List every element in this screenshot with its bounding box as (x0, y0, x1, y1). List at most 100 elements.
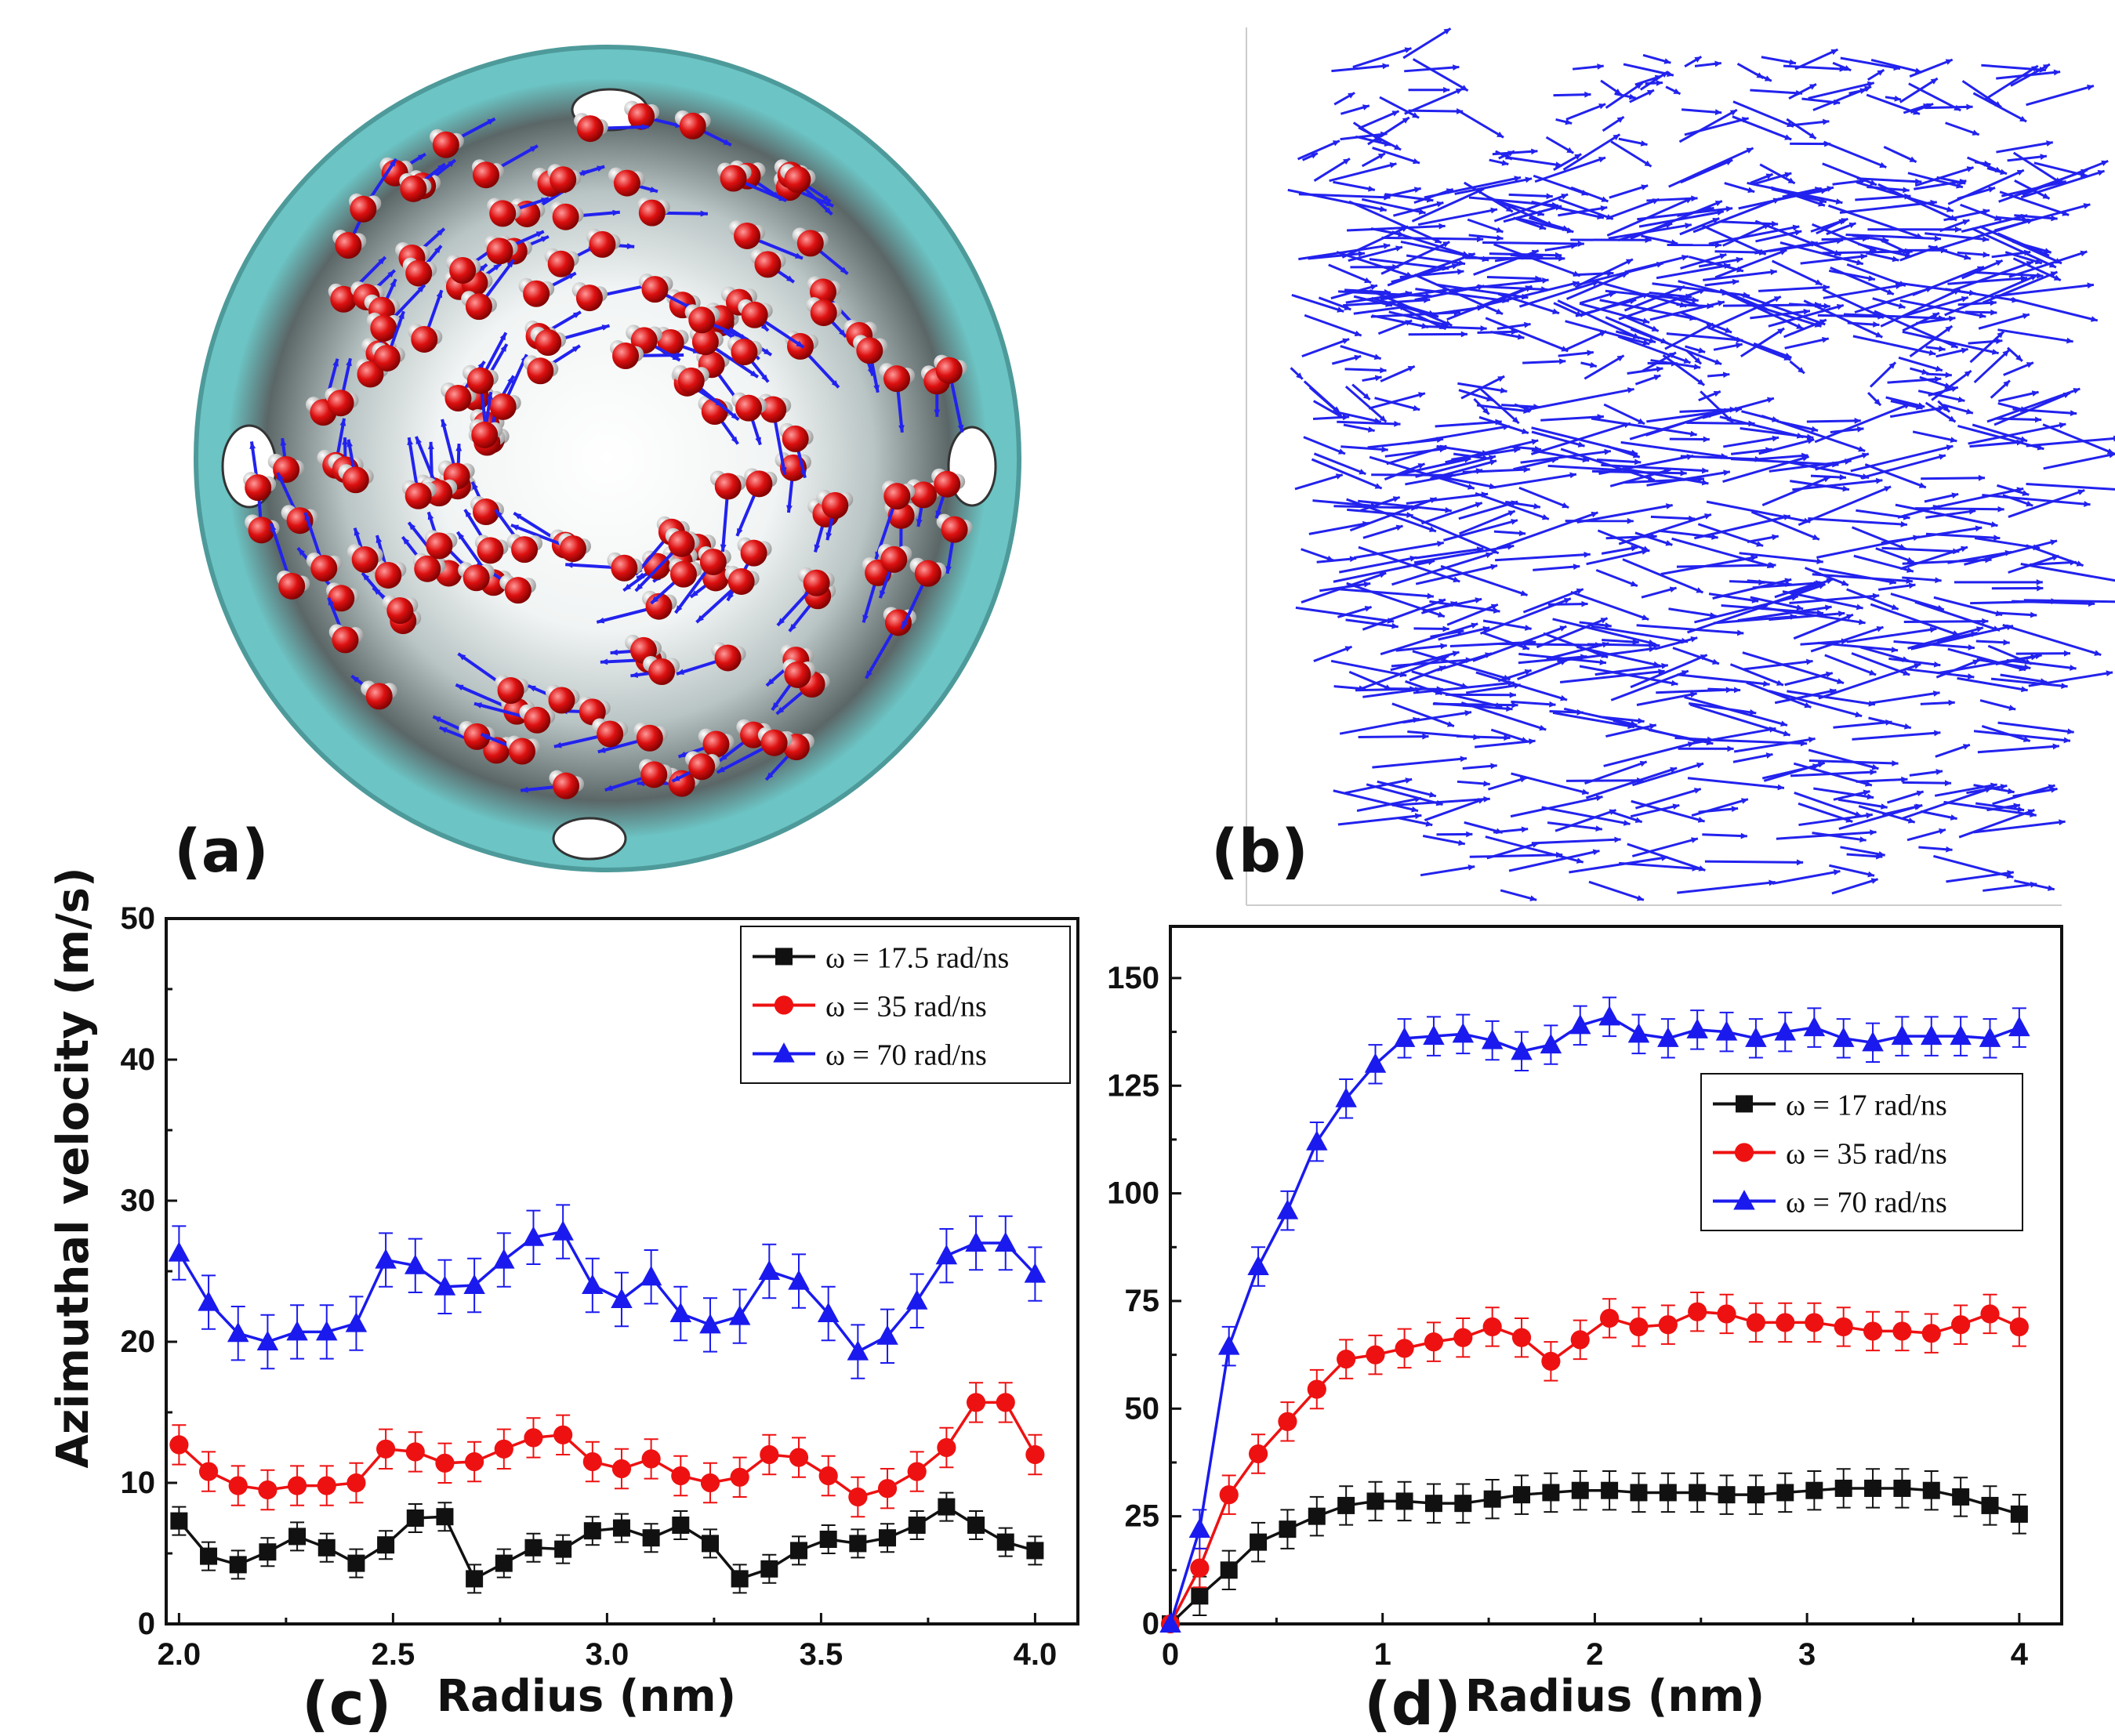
velocity-arrow (1750, 510, 1820, 541)
chart-d-legend: ω = 17 rad/nsω = 35 rad/nsω = 70 rad/ns (1700, 1073, 2023, 1231)
velocity-arrowhead (1777, 784, 1784, 791)
velocity-arrowhead (1500, 387, 1507, 393)
velocity-arrow (1856, 777, 1908, 783)
velocity-arrowhead (1389, 162, 1397, 169)
velocity-arrowhead (1362, 104, 1369, 111)
velocity-arrow (1495, 553, 1591, 562)
velocity-arrowhead (1467, 484, 1475, 490)
velocity-arrowhead (1477, 236, 1484, 243)
velocity-arrowhead (1559, 358, 1566, 365)
flow-arrowhead (270, 523, 277, 531)
velocity-arrowhead (1794, 229, 1802, 236)
velocity-arrow (1874, 310, 1959, 349)
velocity-arrow (1409, 665, 1446, 682)
velocity-arrowhead (2024, 658, 2032, 665)
velocity-arrow (1812, 832, 1866, 842)
velocity-arrowhead (1379, 415, 1387, 422)
velocity-arrowhead (2036, 578, 2043, 585)
velocity-arrowhead (1923, 103, 1931, 110)
velocity-arrowhead (1514, 682, 1521, 689)
velocity-arrowhead (1445, 507, 1452, 513)
velocity-arrow (1782, 590, 1863, 610)
velocity-arrowhead (1815, 301, 1822, 308)
velocity-arrow (1732, 752, 1773, 763)
oxygen-atom (636, 724, 663, 752)
data-point (1832, 1027, 1855, 1047)
velocity-arrowhead (1822, 118, 1830, 125)
velocity-arrowhead (1577, 441, 1585, 448)
velocity-arrowhead (2020, 436, 2028, 443)
velocity-arrow (1757, 583, 1827, 610)
velocity-arrow (1558, 198, 1614, 220)
velocity-arrow (1610, 669, 1689, 701)
velocity-arrow (1340, 588, 1435, 598)
velocity-arrow (1449, 278, 1549, 292)
velocity-arrowhead (2080, 250, 2088, 257)
velocity-arrow (1833, 720, 1892, 729)
velocity-arrow (1816, 535, 1921, 559)
data-point (465, 1451, 484, 1472)
velocity-arrowhead (1656, 80, 1663, 86)
data-point (1308, 1507, 1326, 1525)
velocity-arrow (1680, 158, 1733, 184)
oxygen-atom (611, 554, 638, 582)
chart-c-legend: ω = 17.5 rad/nsω = 35 rad/nsω = 70 rad/n… (740, 926, 1071, 1084)
flow-arrowhead (840, 266, 848, 274)
velocity-arrow (1496, 511, 1598, 550)
oxygen-atom (404, 482, 432, 509)
velocity-arrowhead (1627, 517, 1634, 524)
velocity-arrowhead (2101, 160, 2109, 167)
data-point (1337, 1496, 1355, 1514)
velocity-arrowhead (1577, 241, 1584, 247)
velocity-arrowhead (1729, 110, 1737, 116)
velocity-arrow (1708, 225, 1800, 245)
velocity-arrow (1623, 63, 1674, 77)
velocity-arrowhead (1453, 576, 1460, 583)
velocity-arrow (1649, 300, 1725, 321)
data-point (1220, 1561, 1238, 1579)
velocity-arrowhead (1625, 259, 1633, 265)
velocity-arrowhead (2012, 296, 2019, 303)
velocity-arrowhead (1409, 555, 1417, 562)
velocity-arrowhead (1862, 473, 1870, 480)
data-point (1482, 1317, 1502, 1337)
velocity-arrow (1885, 396, 1925, 408)
flow-arrowhead (723, 139, 731, 146)
flow-arrowhead (529, 146, 538, 152)
velocity-arrowhead (1783, 730, 1790, 737)
velocity-arrow (1476, 404, 1530, 413)
velocity-arrow (1662, 354, 1706, 386)
velocity-arrow (1623, 285, 1685, 312)
velocity-arrow (1806, 419, 1861, 423)
flow-arrowhead (630, 672, 639, 678)
velocity-arrowhead (1634, 458, 1642, 466)
velocity-arrowhead (2070, 410, 2077, 416)
velocity-arrowhead (1950, 437, 1957, 443)
data-point (730, 1467, 749, 1487)
oxygen-atom (934, 470, 961, 498)
panel-label-c: (c) (302, 1669, 392, 1736)
velocity-arrowhead (1930, 78, 1938, 85)
flow-arrowhead (439, 727, 448, 734)
data-point (463, 1274, 485, 1294)
velocity-arrowhead (1414, 813, 1422, 820)
velocity-arrow (1681, 108, 1722, 114)
velocity-arrowhead (1867, 871, 1875, 878)
oxygen-atom (699, 548, 727, 575)
flow-arrowhead (794, 252, 803, 259)
velocity-arrow (1344, 386, 1388, 423)
velocity-arrow (1909, 58, 1954, 78)
velocity-arrowhead (2030, 881, 2037, 888)
oxygen-atom (884, 609, 912, 636)
velocity-arrowhead (1868, 275, 1875, 281)
velocity-arrow (2004, 251, 2043, 265)
velocity-arrowhead (1382, 63, 1389, 70)
flow-arrowhead (945, 566, 952, 574)
data-point (229, 1556, 247, 1574)
velocity-arrow (1771, 259, 1823, 286)
series-circle (169, 1382, 1045, 1518)
velocity-arrow (1337, 290, 1432, 298)
velocity-arrow (1346, 224, 1446, 232)
velocity-arrowhead (1877, 70, 1885, 76)
velocity-arrowhead (1855, 711, 1863, 718)
